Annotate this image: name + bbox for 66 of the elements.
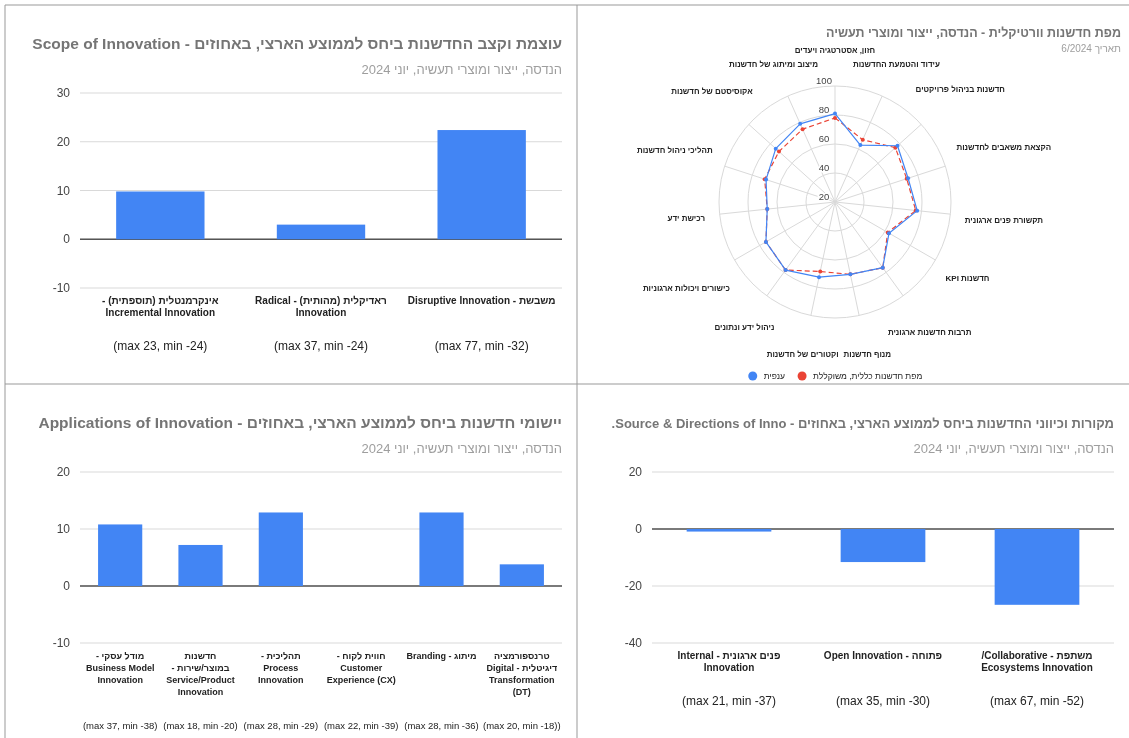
bar: [258, 512, 303, 586]
text: (max 77, min -32): [434, 339, 529, 353]
text: (max 22, min -39): [323, 720, 399, 731]
spoke-label: חדשנות KPI: [945, 274, 990, 284]
x-tick-label: פתוחה - Open Innovation: [823, 650, 943, 661]
text: (max 37, min -24): [273, 339, 369, 353]
y-tick-label: 0: [63, 232, 71, 247]
spoke-label: הקצאת משאבים לחדשנות: [956, 143, 1052, 153]
spoke-label: אקוסיסטם של חדשנות: [671, 87, 754, 97]
text: (max 21, min -37): [681, 694, 777, 708]
chart-title: עוצמת וקצב החדשנות ביחס לממוצע הארצי, באחוזים - Scope of Innovation: [32, 35, 563, 52]
y-tick-label: 60: [818, 133, 830, 144]
y-tick-label: 20: [818, 191, 830, 202]
text: (max 18, min -20): [163, 720, 238, 731]
y-tick-label: 0: [635, 522, 643, 536]
y-tick-label: 100: [816, 75, 832, 86]
spoke-label: תהליכי ניהול חדשנות: [636, 145, 713, 155]
legend-label: ענפית: [763, 371, 786, 381]
y-tick-label: -40: [624, 636, 643, 650]
bar: [98, 524, 143, 586]
bar: [437, 130, 526, 240]
chart-subtitle: הנדסה, ייצור ומוצרי תעשיה, יוני 2024: [361, 441, 562, 456]
y-tick-label: 10: [56, 522, 71, 536]
y-tick-label: 80: [818, 104, 830, 115]
text: (max 35, min -30): [835, 694, 931, 708]
spoke-label: ניהול ידע ונתונים: [714, 322, 775, 332]
chart-subtitle: הנדסה, ייצור ומוצרי תעשיה, יוני 2024: [361, 62, 562, 77]
text: (max 20, min -18)): [483, 720, 561, 731]
text: תאריך 6/2024: [1061, 43, 1122, 54]
spoke-label: חזון, אסטרטגיה ויעדים: [794, 46, 876, 55]
spoke-label: מיצוב ומיתוג של חדשנות: [729, 60, 819, 69]
text: (max 37, min -38): [82, 720, 158, 731]
spoke-label: עידוד והטמעת החדשנות: [852, 60, 940, 69]
text: (max 28, min -29): [243, 720, 319, 731]
spoke-label: וקטורים של חדשנות: [766, 350, 839, 359]
spoke-label: תקשורת פנים ארגונית: [964, 215, 1044, 225]
spoke-label: מנוף חדשנות: [843, 350, 892, 359]
x-tick-label: משבשת - Disruptive Innovation: [407, 295, 556, 306]
text: (max 28, min -36): [404, 720, 479, 731]
y-tick-label: -10: [52, 636, 71, 650]
bar: [116, 191, 205, 240]
bar: [499, 564, 544, 586]
y-tick-label: 40: [818, 162, 830, 173]
y-tick-label: 20: [628, 465, 643, 479]
y-tick-label: -20: [624, 579, 643, 593]
text: (max 23, min -24): [113, 339, 208, 353]
spoke-label: חדשנות בניהול פרויקטים: [915, 85, 1005, 95]
spoke-label: כישורים ויכולות ארגוניות: [642, 283, 730, 293]
y-tick-label: 0: [63, 579, 71, 593]
chart-subtitle: הנדסה, ייצור ומוצרי תעשיה, יוני 2024: [913, 441, 1114, 456]
y-tick-label: 20: [56, 134, 71, 149]
bar: [178, 544, 223, 586]
chart-title: מפת חדשנות וורטיקלית - הנדסה, ייצור ומוצרי תעשיה: [826, 26, 1122, 40]
spoke-label: תרבות חדשנות ארגונית: [887, 328, 972, 338]
y-tick-label: 10: [56, 183, 71, 198]
legend-label: מפת חדשנות כללית, משוקללת: [813, 371, 923, 381]
bar: [419, 512, 464, 586]
y-tick-label: 20: [56, 465, 71, 479]
chart-title: יישומי חדשנות ביחס לממוצע הארצי, באחוזים - Applications of Innovation: [38, 414, 563, 431]
bar: [276, 224, 366, 240]
x-tick-label: מיתוג - Branding: [406, 651, 477, 661]
spoke-label: רכישת ידע: [667, 213, 706, 223]
text: (max 67, min -52): [989, 694, 1085, 708]
chart-title: מקורות וכיווני החדשנות ביחס לממוצע הארצי, באחוזים - Source & Directions of Inno.: [611, 416, 1115, 431]
y-tick-label: -10: [52, 281, 71, 295]
y-tick-label: 30: [56, 86, 71, 100]
